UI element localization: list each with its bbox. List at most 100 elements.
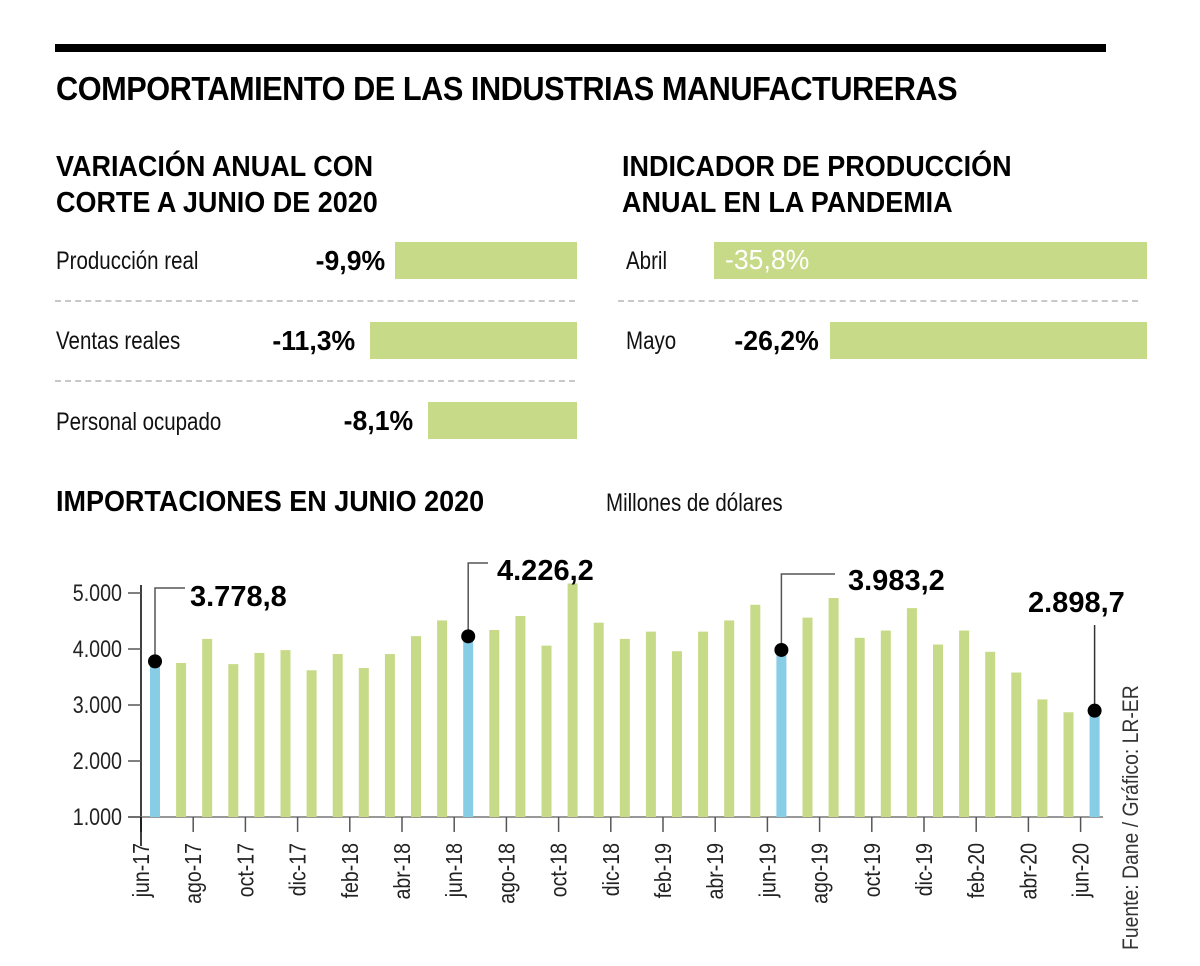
bar-dic-17 (306, 670, 317, 817)
bar-ago-18 (515, 615, 526, 817)
top-rule (55, 44, 1106, 52)
bar-jun-19 (776, 649, 787, 817)
bar-produccion (395, 242, 577, 279)
row-label-abril: Abril (626, 247, 668, 275)
bar-jul-19 (802, 617, 813, 817)
highlight-dot (774, 642, 789, 657)
callout-line (154, 587, 185, 662)
bar-sep-19 (854, 637, 865, 817)
chart-unit: Millones de dólares (606, 489, 783, 517)
production-indicator-title-line1: INDICADOR DE PRODUCCIÓN (622, 151, 1012, 183)
divider (618, 300, 1138, 302)
bar-ene-19 (645, 631, 656, 817)
x-tick-label: dic-17 (285, 843, 311, 896)
bar-jun-20 (1089, 710, 1100, 817)
divider (55, 380, 575, 382)
x-tick-label: feb-18 (337, 843, 363, 898)
x-tick-label: ago-19 (807, 843, 833, 904)
bar-ventas (370, 322, 577, 359)
y-tick-label: 1.000 (73, 803, 122, 830)
bar-jul-18 (489, 629, 500, 817)
main-title: COMPORTAMIENTO DE LAS INDUSTRIAS MANUFAC… (56, 70, 958, 107)
x-tick-label: ago-17 (181, 843, 207, 904)
x-tick-label: jun-17 (129, 843, 155, 898)
bar-mar-19 (698, 631, 709, 817)
bar-nov-19 (906, 608, 917, 817)
highlight-dot (1087, 703, 1102, 718)
data-label: 2.898,7 (1028, 587, 1125, 619)
x-tick-label: oct-19 (859, 843, 885, 897)
y-tick-label: 4.000 (73, 635, 122, 662)
highlight-dot (461, 629, 476, 644)
bar-oct-19 (880, 630, 891, 817)
bar-dic-18 (619, 638, 630, 817)
row-value-personal: -8,1% (343, 405, 413, 436)
x-tick-label: oct-18 (546, 843, 572, 897)
bar-personal (428, 402, 577, 439)
bar-may-19 (750, 604, 761, 817)
x-tick-label: jun-18 (442, 843, 468, 898)
chart-title: IMPORTACIONES EN JUNIO 2020 (56, 486, 485, 518)
bar-sep-17 (228, 664, 239, 817)
row-value-abril: -35,8% (725, 244, 810, 275)
bar-jul-17 (176, 663, 187, 817)
bar-abr-20 (1037, 699, 1048, 817)
callout-line (467, 562, 488, 637)
bar-jun-18 (463, 636, 474, 817)
x-tick-label: dic-19 (912, 843, 938, 896)
row-value-ventas: -11,3% (272, 325, 355, 356)
bar-mar-20 (1011, 672, 1022, 817)
bar-nov-17 (280, 650, 291, 817)
x-tick-label: abr-18 (390, 843, 416, 899)
data-label: 3.778,8 (190, 581, 287, 613)
data-label: 3.983,2 (848, 565, 945, 597)
x-tick-label: jun-20 (1068, 843, 1094, 898)
annual-variation-title-line1: VARIACIÓN ANUAL CON (56, 151, 374, 183)
x-tick-label: ago-18 (494, 843, 520, 904)
bar-abr-19 (724, 620, 735, 817)
bar-oct-18 (567, 583, 578, 817)
y-tick-label: 5.000 (73, 579, 122, 606)
row-value-produccion: -9,9% (315, 245, 385, 276)
callout-line (780, 573, 835, 650)
bar-mayo (830, 322, 1147, 359)
x-tick-label: feb-19 (651, 843, 677, 898)
highlight-dot (148, 654, 162, 669)
bar-feb-20 (985, 651, 996, 817)
bar-may-20 (1063, 712, 1074, 817)
x-tick-label: abr-19 (703, 843, 729, 899)
bar-ene-20 (959, 630, 970, 817)
row-label-mayo: Mayo (626, 327, 677, 355)
row-label-personal: Personal ocupado (56, 408, 222, 436)
x-tick-label: oct-17 (233, 843, 259, 897)
bar-dic-19 (933, 644, 943, 817)
bar-feb-19 (672, 651, 682, 817)
bar-feb-18 (358, 668, 369, 817)
y-tick-label: 3.000 (73, 691, 122, 718)
row-label-ventas: Ventas reales (56, 327, 181, 355)
row-value-mayo: -26,2% (734, 325, 819, 356)
divider (55, 300, 575, 302)
production-indicator-title-line2: ANUAL EN LA PANDEMIA (622, 187, 953, 219)
bar-abr-18 (411, 636, 421, 817)
bar-oct-17 (254, 652, 265, 817)
bar-ago-19 (828, 598, 839, 817)
bar-jun-17 (150, 661, 160, 817)
x-tick-label: feb-20 (964, 843, 990, 899)
bar-sep-18 (541, 645, 552, 817)
annual-variation-title-line2: CORTE A JUNIO DE 2020 (56, 187, 378, 219)
bar-nov-18 (593, 622, 604, 817)
x-tick-label: dic-18 (598, 843, 624, 896)
y-tick-label: 2.000 (73, 747, 122, 774)
bar-mar-18 (384, 654, 395, 817)
row-label-produccion: Producción real (56, 247, 199, 275)
bar-may-18 (437, 620, 448, 817)
bar-ago-17 (202, 638, 213, 817)
data-label: 4.226,2 (497, 555, 594, 587)
x-tick-label: abr-20 (1016, 843, 1042, 900)
x-tick-label: jun-19 (755, 843, 781, 898)
bar-abril (714, 242, 1147, 279)
source-credit: Fuente: Dane / Gráfico: LR-ER (1118, 685, 1143, 950)
bar-ene-18 (332, 654, 343, 817)
